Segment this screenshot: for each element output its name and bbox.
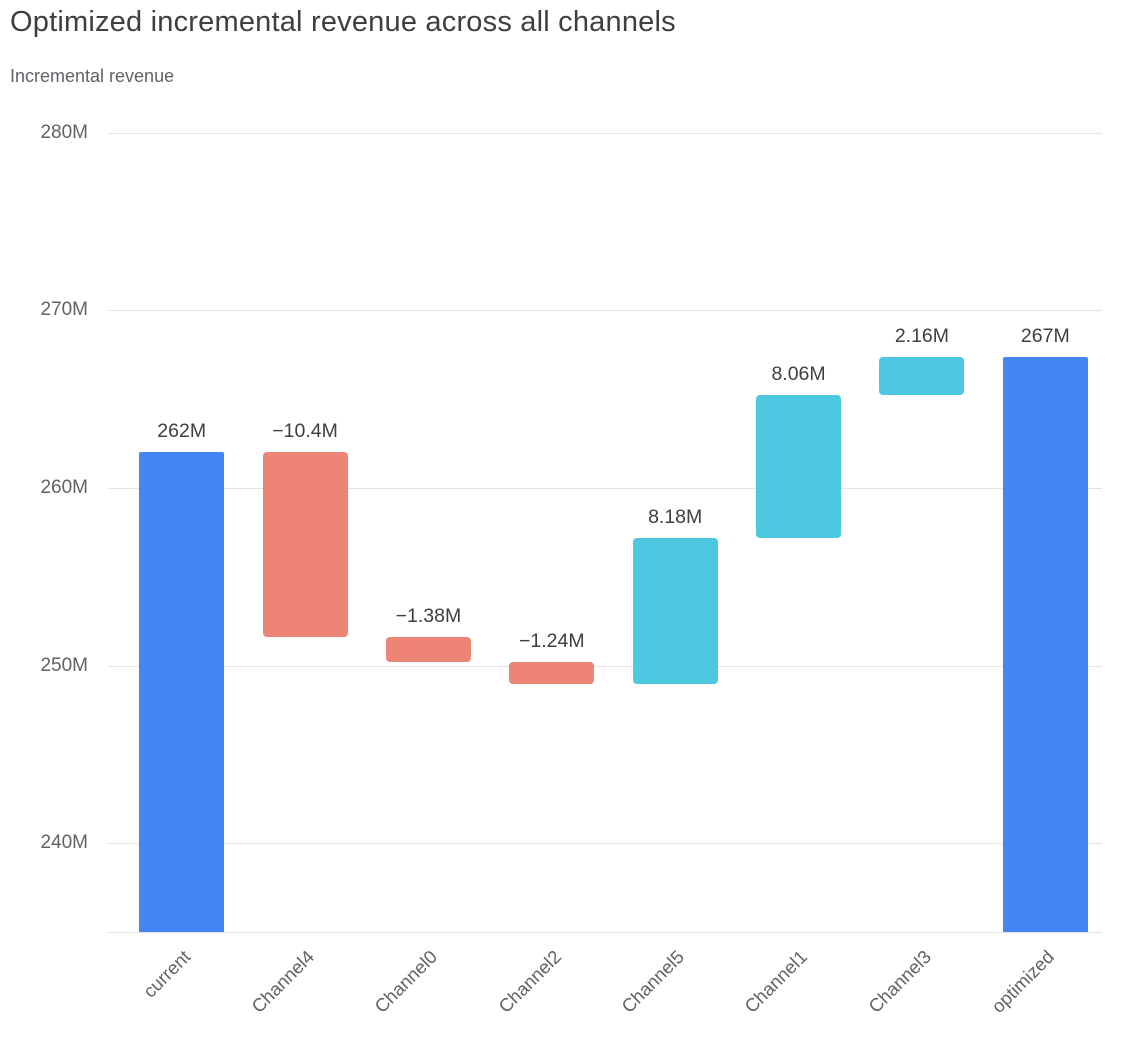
gridline [108, 310, 1102, 312]
gridline [108, 487, 1102, 489]
bar-value-label: 8.18M [648, 506, 703, 529]
waterfall-bar-current [139, 452, 225, 932]
bar-value-label: 2.16M [894, 324, 950, 347]
x-axis-label: Channel4 [247, 946, 318, 1017]
x-axis-label: Channel5 [617, 946, 689, 1017]
waterfall-bar-channel5 [632, 538, 718, 684]
waterfall-bar-channel0 [385, 637, 471, 662]
x-axis-label: Channel1 [740, 946, 812, 1017]
x-axis-line [108, 932, 1102, 933]
chart-title: Optimized incremental revenue across all… [10, 6, 676, 38]
x-axis-label: optimized [987, 946, 1059, 1017]
bar-value-label: −10.4M [272, 420, 338, 443]
y-axis-tick: 240M [40, 832, 88, 854]
x-axis-label: Channel2 [493, 946, 565, 1017]
bar-value-label: −1.38M [395, 605, 462, 628]
waterfall-bar-channel4 [262, 452, 348, 638]
bar-value-label: −1.24M [519, 629, 585, 652]
y-axis-tick: 270M [40, 299, 88, 321]
y-axis-tick: 260M [40, 476, 88, 498]
y-axis-tick: 280M [40, 121, 88, 143]
chart-subtitle: Incremental revenue [10, 66, 175, 86]
y-axis-tick: 250M [40, 654, 88, 676]
bar-value-label: 262M [157, 420, 207, 443]
waterfall-bar-channel2 [509, 661, 595, 684]
bar-value-label: 8.06M [771, 363, 826, 386]
gridline [108, 665, 1102, 667]
waterfall-bar-channel1 [756, 395, 842, 539]
bar-value-label: 267M [1020, 324, 1070, 347]
gridline [108, 843, 1102, 845]
x-axis-label: Channel0 [370, 946, 442, 1017]
x-axis-label: current [138, 946, 195, 1002]
waterfall-bar-channel3 [879, 356, 965, 396]
x-axis-label: Channel3 [863, 946, 935, 1017]
gridline [108, 132, 1102, 134]
waterfall-bar-optimized [1002, 356, 1088, 932]
